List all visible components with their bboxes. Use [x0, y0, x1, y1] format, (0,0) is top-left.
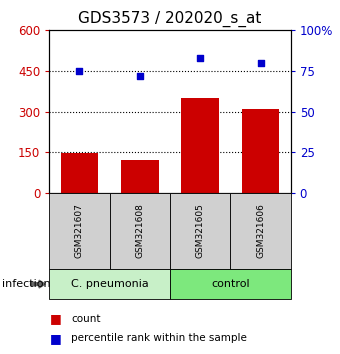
Text: GSM321605: GSM321605: [196, 204, 205, 258]
Text: count: count: [71, 314, 101, 324]
Text: percentile rank within the sample: percentile rank within the sample: [71, 333, 247, 343]
Point: [258, 60, 263, 65]
Text: ■: ■: [50, 332, 62, 344]
Text: GSM321606: GSM321606: [256, 204, 265, 258]
Bar: [121, 160, 158, 193]
Point: [198, 55, 203, 61]
Text: infection: infection: [2, 279, 50, 289]
Title: GDS3573 / 202020_s_at: GDS3573 / 202020_s_at: [78, 11, 262, 27]
Text: GSM321608: GSM321608: [135, 204, 144, 258]
Point: [137, 73, 142, 79]
Text: ■: ■: [50, 312, 62, 325]
Text: GSM321607: GSM321607: [75, 204, 84, 258]
Bar: [242, 109, 279, 193]
Bar: [61, 153, 98, 193]
Text: control: control: [211, 279, 250, 289]
Bar: [182, 98, 219, 193]
Text: C. pneumonia: C. pneumonia: [71, 279, 149, 289]
Point: [77, 68, 82, 74]
